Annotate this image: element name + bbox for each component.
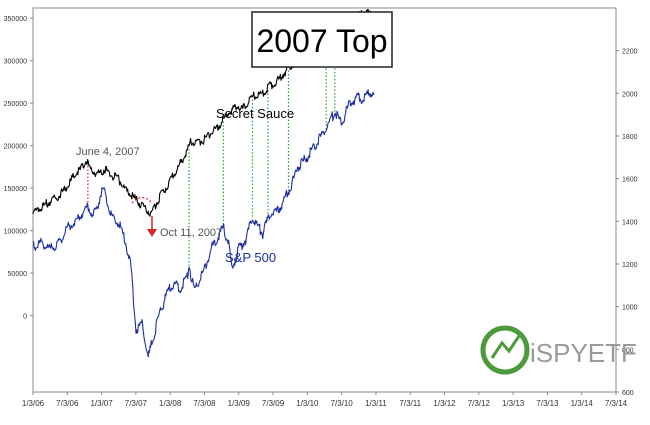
june-2007-annotation: June 4, 2007 — [76, 146, 140, 158]
x-tick-label: 1/3/13 — [502, 399, 525, 408]
arc-arrow — [131, 196, 153, 204]
x-tick-label: 7/3/11 — [399, 399, 421, 408]
title-frame — [251, 11, 393, 68]
top-arrow — [131, 196, 157, 237]
left-tick-label: 0 — [23, 314, 27, 321]
left-tick-label: 250000 — [4, 101, 27, 108]
x-tick-label: 1/3/08 — [159, 399, 182, 408]
left-tick-label: 300000 — [4, 59, 27, 66]
x-tick-label: 7/3/12 — [468, 399, 491, 408]
x-tick-label: 1/3/10 — [296, 399, 319, 408]
x-tick-label: 1/3/06 — [22, 399, 45, 408]
x-tick-label: 7/3/06 — [56, 399, 79, 408]
right-tick-label: 1800 — [622, 134, 638, 141]
x-tick-label: 7/3/09 — [262, 399, 285, 408]
logo-text: iSPYETF — [530, 338, 637, 368]
left-tick-label: 50000 — [8, 271, 28, 278]
chart-title: 2007 Top — [256, 23, 387, 59]
title-box: 2007 Top — [251, 11, 393, 68]
right-tick-label: 800 — [622, 347, 634, 354]
x-tick-label: 7/3/08 — [193, 399, 216, 408]
x-tick-label: 1/3/12 — [433, 399, 456, 408]
left-tick-label: 100000 — [4, 229, 27, 236]
down-arrow-head — [147, 229, 157, 237]
left-tick-label: 150000 — [4, 186, 27, 193]
axes-layer: 0 50000 100000 150000 200000 250000 300000 3500… — [4, 7, 638, 408]
x-tick-label: 1/3/07 — [90, 399, 113, 408]
left-tick-label: 200000 — [4, 144, 27, 151]
plot-frame — [32, 7, 617, 393]
right-tick-label: 1200 — [622, 262, 638, 269]
right-tick-label: 600 — [622, 390, 634, 397]
x-tick-label: 1/3/09 — [228, 399, 251, 408]
oct-2007-annotation: Oct 11, 2007 — [160, 227, 222, 239]
sp500-label: S&P 500 — [225, 250, 276, 265]
right-tick-label: 1600 — [622, 177, 638, 184]
x-tick-label: 7/3/07 — [125, 399, 148, 408]
x-tick-label: 7/3/14 — [605, 399, 628, 408]
right-tick-label: 1000 — [622, 305, 638, 312]
right-tick-label: 2000 — [622, 91, 638, 98]
right-tick-label: 1400 — [622, 219, 638, 226]
x-tick-label: 7/3/10 — [331, 399, 354, 408]
sp500-line — [32, 88, 375, 358]
left-tick-label: 350000 — [4, 16, 27, 23]
x-tick-label: 1/3/11 — [365, 399, 387, 408]
x-tick-label: 1/3/14 — [571, 399, 594, 408]
logo-chart-icon — [490, 332, 523, 359]
ispyetf-logo: iSPYETF — [480, 325, 637, 375]
secret-sauce-label: Secret Sauce — [216, 106, 294, 121]
right-tick-label: 2200 — [622, 49, 638, 56]
x-tick-label: 7/3/13 — [536, 399, 559, 408]
